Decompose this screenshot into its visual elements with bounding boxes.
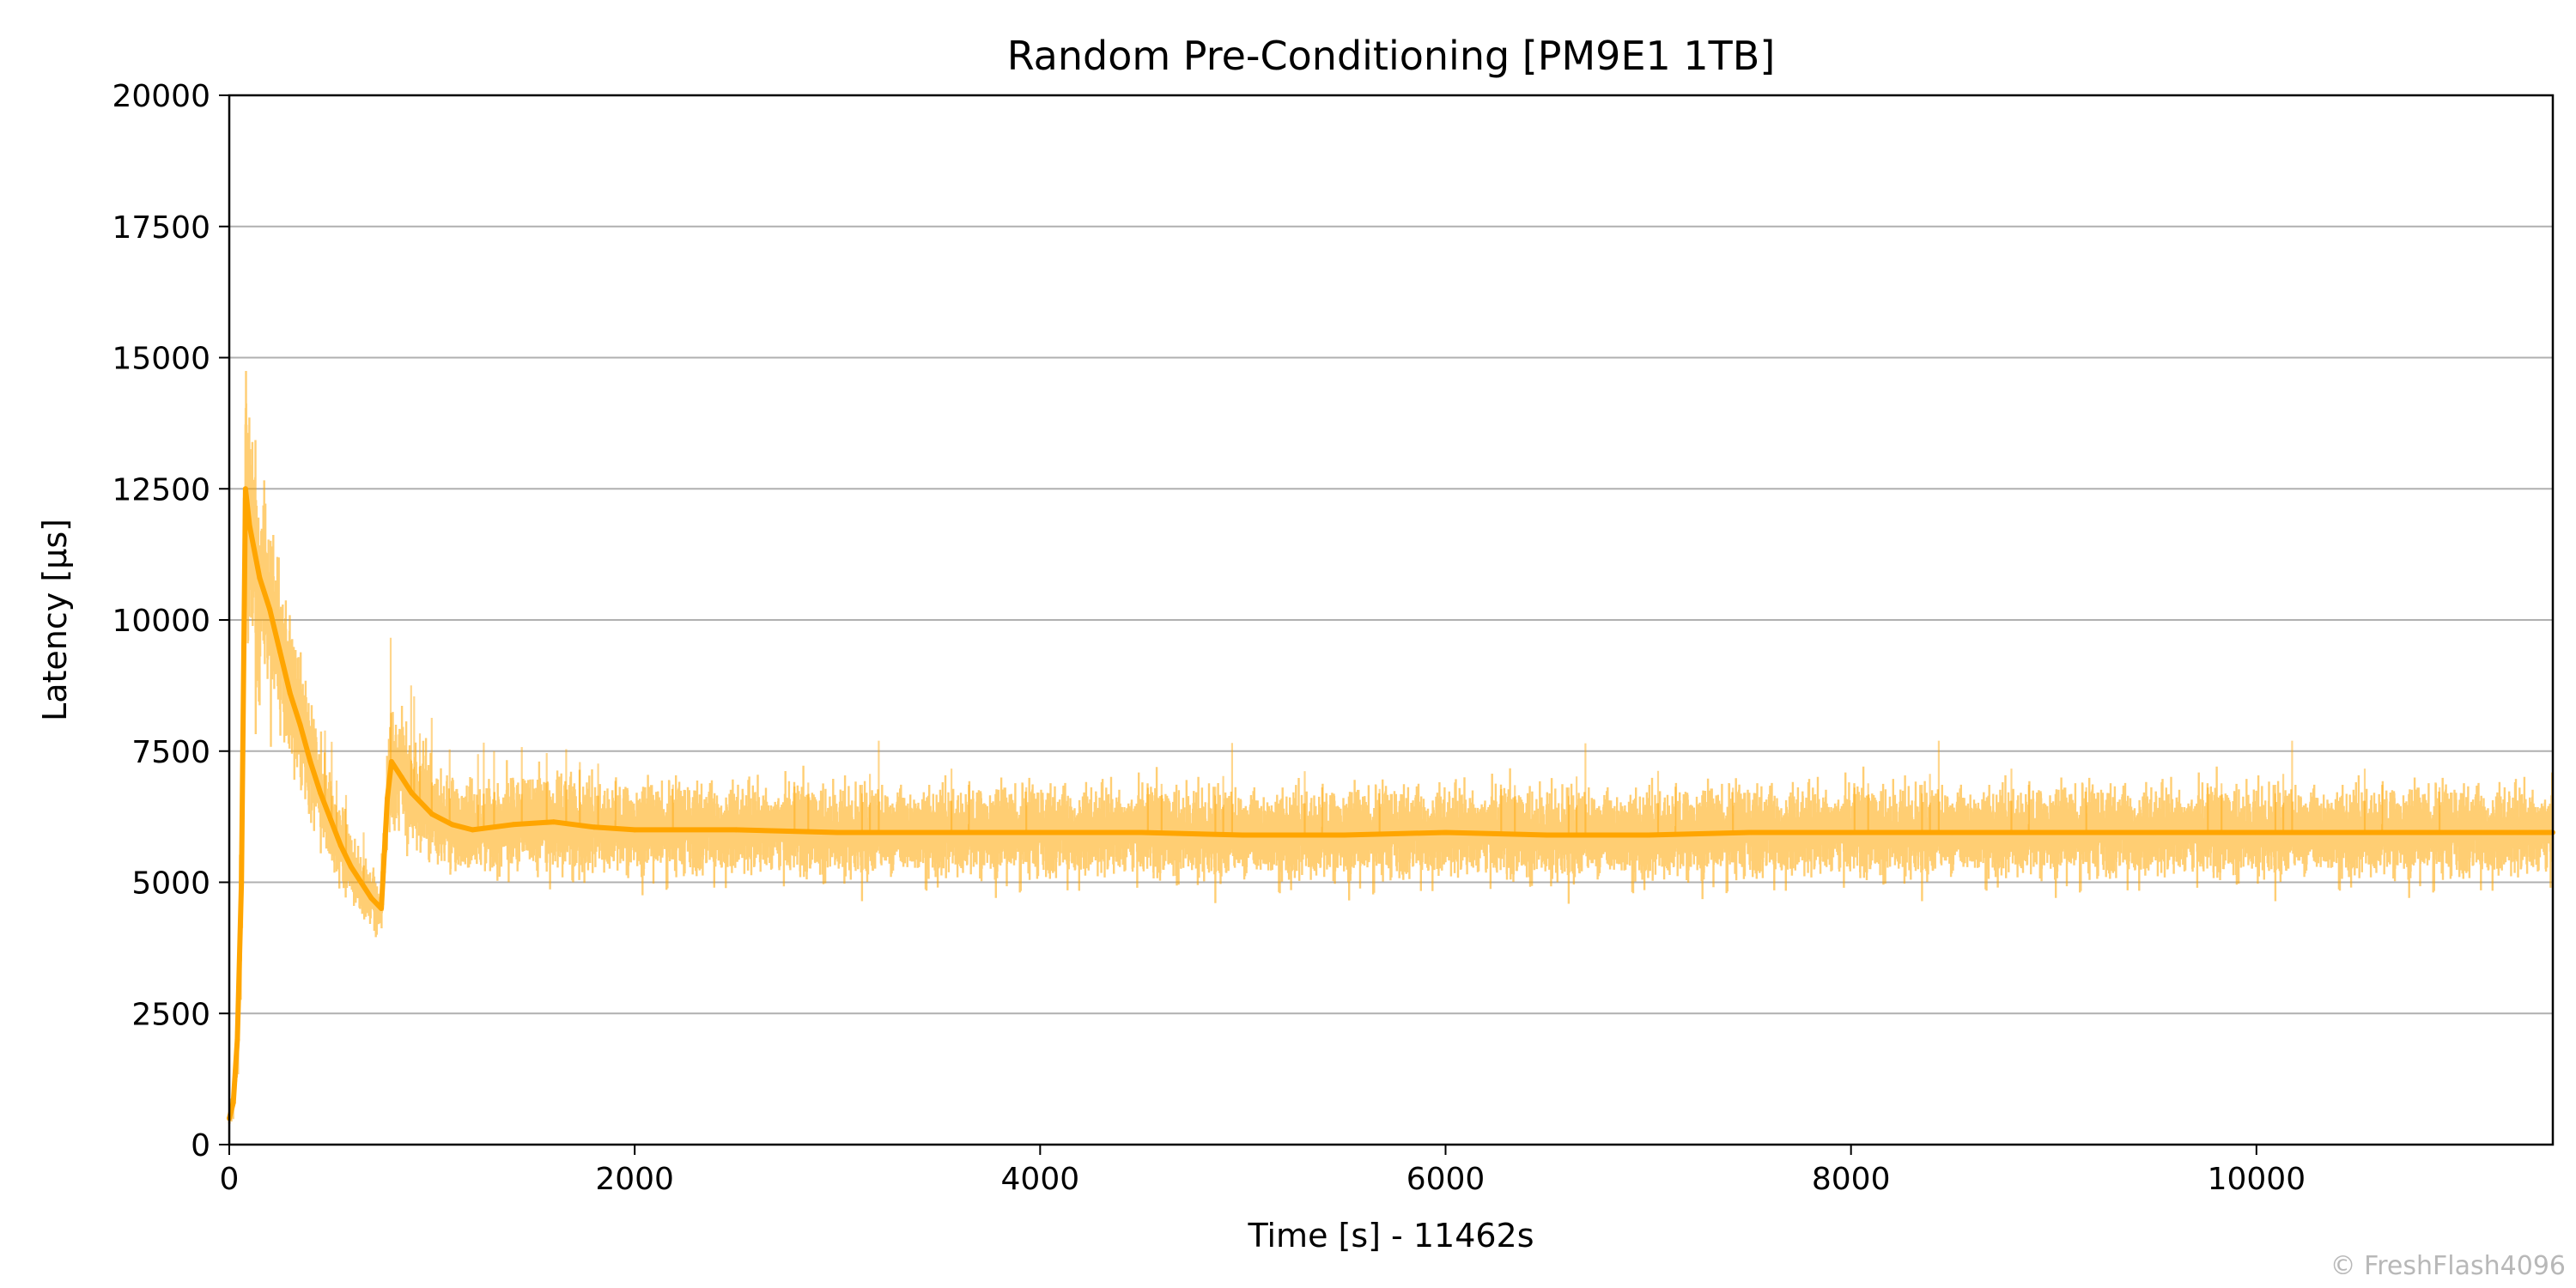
data-point xyxy=(242,486,248,492)
x-tick-label: 6000 xyxy=(1406,1162,1485,1197)
data-point xyxy=(2050,829,2057,835)
data-point xyxy=(1747,829,1753,835)
data-point xyxy=(936,829,942,835)
data-point xyxy=(379,906,385,911)
data-point xyxy=(267,606,273,612)
y-tick-label: 5000 xyxy=(131,866,210,902)
y-tick-label: 12500 xyxy=(112,472,210,507)
x-ticks: 0 2000 4000 6000 8000 10000 xyxy=(220,1145,2306,1197)
data-point xyxy=(2354,829,2360,835)
data-point xyxy=(234,1036,240,1042)
data-point xyxy=(2152,829,2158,835)
y-tick-label: 10000 xyxy=(112,604,210,639)
data-point xyxy=(368,895,374,901)
y-tick-label: 15000 xyxy=(112,342,210,377)
data-point xyxy=(287,690,293,696)
data-point xyxy=(318,790,324,796)
data-point xyxy=(398,775,404,781)
y-axis-label: Latency [µs] xyxy=(36,519,74,721)
chart-title: Random Pre-Conditioning [PM9E1 1TB] xyxy=(1007,33,1776,79)
data-point xyxy=(1544,832,1550,838)
data-point xyxy=(1949,829,1955,835)
data-point xyxy=(277,648,283,654)
data-point xyxy=(2253,829,2259,835)
x-tick-label: 8000 xyxy=(1812,1162,1891,1197)
y-tick-label: 2500 xyxy=(131,997,210,1032)
data-point xyxy=(835,829,841,835)
data-point xyxy=(2456,829,2462,835)
x-tick-label: 2000 xyxy=(595,1162,674,1197)
x-tick-label: 10000 xyxy=(2208,1162,2306,1197)
data-point xyxy=(385,795,391,801)
series-layer xyxy=(227,371,2555,1124)
grid-lines xyxy=(229,225,2553,1015)
data-point xyxy=(348,864,354,870)
data-point xyxy=(328,817,333,823)
data-point xyxy=(230,1100,236,1106)
data-point xyxy=(592,824,597,830)
data-point xyxy=(1139,829,1145,835)
data-point xyxy=(297,722,303,728)
series-line xyxy=(227,486,2553,1120)
data-point xyxy=(429,811,435,817)
data-point xyxy=(307,759,313,764)
data-point xyxy=(1848,829,1854,835)
data-point xyxy=(1240,832,1246,838)
series-band xyxy=(228,371,2555,1124)
x-axis-label: Time [s] - 11462s xyxy=(1247,1217,1534,1255)
data-point xyxy=(388,759,394,764)
data-point xyxy=(632,827,638,833)
y-tick-label: 17500 xyxy=(112,210,210,246)
data-point xyxy=(1037,829,1043,835)
data-point xyxy=(1341,832,1347,838)
y-tick-label: 0 xyxy=(191,1128,210,1163)
data-point xyxy=(470,827,476,833)
data-point xyxy=(510,822,516,828)
data-point xyxy=(449,822,455,828)
data-point xyxy=(733,827,739,833)
data-point xyxy=(246,523,252,528)
data-point xyxy=(239,879,245,885)
data-point xyxy=(550,819,556,825)
data-point xyxy=(409,790,415,796)
x-tick-label: 4000 xyxy=(1001,1162,1080,1197)
data-point xyxy=(380,869,386,875)
data-point xyxy=(1443,829,1449,835)
data-point xyxy=(257,575,263,581)
data-point xyxy=(358,879,364,885)
y-tick-label: 7500 xyxy=(131,735,210,770)
data-point xyxy=(337,842,343,848)
data-point xyxy=(1645,832,1651,838)
x-tick-label: 0 xyxy=(220,1162,240,1197)
y-ticks: 0 2500 5000 7500 10000 12500 15000 17500 20000 xyxy=(112,79,229,1163)
watermark: © FreshFlash4096 xyxy=(2330,1251,2566,1281)
y-tick-label: 20000 xyxy=(112,79,210,114)
